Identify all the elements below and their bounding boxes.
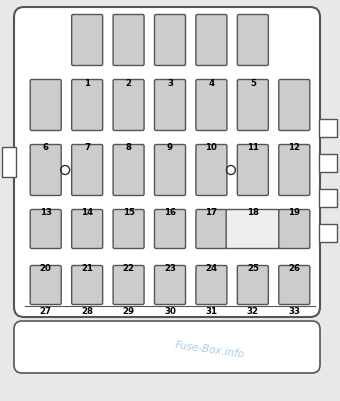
FancyBboxPatch shape bbox=[196, 210, 227, 249]
Bar bbox=[319, 190, 337, 207]
FancyBboxPatch shape bbox=[72, 80, 103, 131]
Text: 26: 26 bbox=[288, 263, 300, 272]
FancyBboxPatch shape bbox=[279, 210, 310, 249]
FancyBboxPatch shape bbox=[113, 16, 144, 66]
Text: 6: 6 bbox=[43, 143, 49, 152]
Text: 27: 27 bbox=[40, 306, 52, 315]
Text: 25: 25 bbox=[247, 263, 259, 272]
FancyBboxPatch shape bbox=[196, 266, 227, 305]
FancyBboxPatch shape bbox=[30, 80, 61, 131]
Text: 5: 5 bbox=[250, 79, 256, 88]
Text: 4: 4 bbox=[208, 79, 215, 88]
Text: 3: 3 bbox=[167, 79, 173, 88]
Text: 20: 20 bbox=[40, 263, 52, 272]
Text: 15: 15 bbox=[123, 207, 135, 217]
FancyBboxPatch shape bbox=[237, 145, 268, 196]
FancyBboxPatch shape bbox=[196, 16, 227, 66]
FancyBboxPatch shape bbox=[154, 266, 186, 305]
Text: 17: 17 bbox=[205, 207, 218, 217]
FancyBboxPatch shape bbox=[14, 321, 320, 373]
Text: 14: 14 bbox=[81, 207, 93, 217]
Bar bbox=[319, 155, 337, 172]
FancyBboxPatch shape bbox=[72, 16, 103, 66]
Text: Fuse-Box.info: Fuse-Box.info bbox=[174, 339, 245, 359]
Text: 31: 31 bbox=[205, 306, 217, 315]
FancyBboxPatch shape bbox=[113, 266, 144, 305]
Text: 8: 8 bbox=[125, 143, 132, 152]
Text: 22: 22 bbox=[123, 263, 135, 272]
Text: 19: 19 bbox=[288, 207, 300, 217]
Text: 9: 9 bbox=[167, 143, 173, 152]
Text: 7: 7 bbox=[84, 143, 90, 152]
Text: 2: 2 bbox=[125, 79, 132, 88]
FancyBboxPatch shape bbox=[279, 80, 310, 131]
FancyBboxPatch shape bbox=[196, 80, 227, 131]
Bar bbox=[319, 225, 337, 242]
FancyBboxPatch shape bbox=[30, 210, 61, 249]
FancyBboxPatch shape bbox=[279, 266, 310, 305]
Text: 23: 23 bbox=[164, 263, 176, 272]
FancyBboxPatch shape bbox=[30, 266, 61, 305]
Text: 21: 21 bbox=[81, 263, 93, 272]
FancyBboxPatch shape bbox=[279, 145, 310, 196]
Text: 16: 16 bbox=[164, 207, 176, 217]
Text: 12: 12 bbox=[288, 143, 300, 152]
FancyBboxPatch shape bbox=[14, 8, 320, 317]
Text: 18: 18 bbox=[247, 207, 259, 217]
FancyBboxPatch shape bbox=[237, 16, 268, 66]
FancyBboxPatch shape bbox=[72, 210, 103, 249]
Bar bbox=[319, 120, 337, 138]
FancyBboxPatch shape bbox=[113, 145, 144, 196]
FancyBboxPatch shape bbox=[113, 80, 144, 131]
FancyBboxPatch shape bbox=[154, 16, 186, 66]
FancyBboxPatch shape bbox=[196, 145, 227, 196]
Text: 28: 28 bbox=[81, 306, 93, 315]
FancyBboxPatch shape bbox=[226, 210, 279, 249]
Text: 10: 10 bbox=[205, 143, 217, 152]
FancyBboxPatch shape bbox=[72, 145, 103, 196]
FancyBboxPatch shape bbox=[72, 266, 103, 305]
FancyBboxPatch shape bbox=[154, 210, 186, 249]
Text: 30: 30 bbox=[164, 306, 176, 315]
FancyBboxPatch shape bbox=[113, 210, 144, 249]
FancyBboxPatch shape bbox=[154, 80, 186, 131]
Text: 32: 32 bbox=[247, 306, 259, 315]
Text: 33: 33 bbox=[288, 306, 300, 315]
FancyBboxPatch shape bbox=[30, 145, 61, 196]
Text: 11: 11 bbox=[247, 143, 259, 152]
FancyBboxPatch shape bbox=[237, 80, 268, 131]
FancyBboxPatch shape bbox=[237, 266, 268, 305]
Text: 29: 29 bbox=[123, 306, 135, 315]
Text: 24: 24 bbox=[205, 263, 218, 272]
Bar bbox=[2, 148, 16, 178]
FancyBboxPatch shape bbox=[154, 145, 186, 196]
Text: 1: 1 bbox=[84, 79, 90, 88]
Text: 13: 13 bbox=[40, 207, 52, 217]
